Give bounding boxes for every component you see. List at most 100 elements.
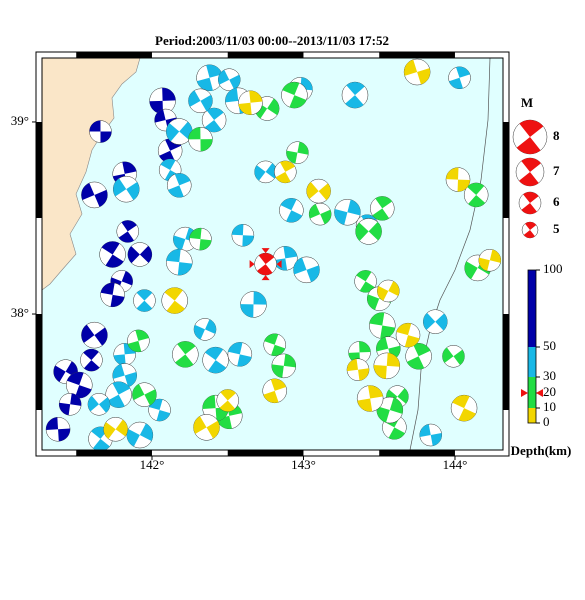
beachball bbox=[370, 196, 395, 221]
frame-outer bbox=[35, 51, 510, 457]
quadrant bbox=[92, 438, 110, 450]
quadrant bbox=[289, 95, 307, 109]
beachball bbox=[81, 321, 108, 349]
quadrant bbox=[202, 395, 216, 410]
quadrant bbox=[121, 271, 133, 286]
quadrant bbox=[122, 161, 137, 174]
quadrant bbox=[423, 312, 436, 330]
frame bbox=[41, 57, 504, 451]
beachball bbox=[217, 68, 241, 91]
quadrant bbox=[368, 221, 382, 241]
magnitude-legend-label: 5 bbox=[553, 221, 560, 236]
beachball bbox=[227, 342, 253, 367]
quadrant bbox=[275, 171, 291, 183]
quadrant bbox=[334, 209, 348, 225]
quadrant bbox=[101, 241, 120, 255]
quadrant bbox=[456, 66, 470, 78]
quadrant bbox=[121, 220, 137, 232]
beachball bbox=[188, 88, 213, 114]
quadrant bbox=[489, 249, 501, 263]
quadrant bbox=[293, 257, 307, 275]
beachball bbox=[166, 248, 193, 276]
beachball bbox=[478, 248, 502, 272]
quadrant bbox=[283, 246, 298, 259]
beachball bbox=[348, 341, 371, 364]
beachball bbox=[355, 218, 382, 245]
beachball bbox=[161, 287, 188, 314]
magnitude-legend-label: 6 bbox=[553, 194, 560, 209]
beachball bbox=[188, 126, 213, 152]
mainshock-pointer bbox=[276, 260, 282, 269]
depth-scale-title: Depth(km) bbox=[511, 443, 572, 458]
beachball bbox=[103, 417, 128, 442]
quadrant bbox=[516, 137, 541, 154]
quadrant bbox=[81, 182, 95, 201]
beachball bbox=[172, 341, 199, 368]
quadrant bbox=[417, 68, 431, 85]
beachball bbox=[45, 417, 71, 442]
beachball bbox=[445, 167, 471, 192]
quadrant bbox=[127, 246, 140, 264]
quadrant bbox=[523, 192, 539, 203]
quadrant bbox=[144, 389, 157, 406]
beachball bbox=[167, 173, 192, 198]
depth-band bbox=[528, 270, 536, 347]
beachball bbox=[80, 348, 103, 372]
beachball bbox=[419, 423, 442, 447]
quadrant bbox=[231, 224, 244, 236]
quadrant bbox=[280, 198, 297, 211]
depth-band bbox=[528, 377, 536, 393]
title: Period:2003/11/03 00:00--2013/11/03 17:5… bbox=[155, 33, 389, 48]
quadrant bbox=[166, 249, 181, 263]
quadrant bbox=[219, 400, 236, 412]
quadrant bbox=[199, 239, 212, 251]
quadrant bbox=[523, 230, 535, 239]
mainshock-depth-pointer bbox=[536, 389, 543, 397]
x-tick-label: 142° bbox=[140, 457, 165, 472]
mainshock bbox=[249, 248, 282, 281]
magnitude-legend-item: 6 bbox=[518, 191, 560, 215]
beachball bbox=[356, 385, 384, 412]
beachball bbox=[87, 393, 111, 416]
quadrant bbox=[359, 341, 371, 353]
mainshock-pointer bbox=[249, 260, 255, 269]
quadrant bbox=[306, 265, 320, 283]
quadrant bbox=[368, 385, 383, 399]
quadrant bbox=[100, 282, 115, 295]
quadrant bbox=[525, 222, 537, 230]
quadrant bbox=[306, 181, 319, 199]
quadrant bbox=[396, 323, 412, 336]
quadrant bbox=[356, 270, 372, 282]
quadrant bbox=[238, 102, 252, 115]
quadrant bbox=[218, 69, 230, 85]
events bbox=[45, 58, 502, 450]
quadrant bbox=[89, 120, 101, 132]
magnitude-legend-label: 8 bbox=[553, 128, 560, 143]
quadrant bbox=[346, 82, 365, 96]
quadrant bbox=[430, 433, 442, 446]
quadrant bbox=[380, 325, 396, 339]
quadrant bbox=[453, 349, 465, 366]
beachball bbox=[132, 382, 157, 407]
quadrant bbox=[225, 87, 239, 103]
depth-tick-label: 50 bbox=[543, 338, 556, 353]
depth-band bbox=[528, 393, 536, 408]
beachball bbox=[263, 333, 286, 356]
quadrant bbox=[67, 372, 84, 386]
quadrant bbox=[113, 354, 126, 366]
beachball bbox=[346, 358, 370, 381]
quadrant bbox=[139, 245, 152, 263]
quadrant bbox=[413, 343, 431, 357]
quadrant bbox=[358, 368, 370, 381]
quadrant bbox=[118, 231, 134, 243]
quadrant bbox=[196, 77, 213, 91]
beachball bbox=[66, 371, 93, 399]
quadrant bbox=[369, 312, 385, 326]
quadrant bbox=[265, 163, 277, 179]
depth-tick-label: 20 bbox=[543, 384, 556, 399]
beachball bbox=[334, 198, 361, 226]
quadrant bbox=[464, 261, 478, 280]
quadrant bbox=[355, 222, 369, 241]
beachball bbox=[395, 322, 421, 348]
quadrant bbox=[126, 429, 140, 447]
